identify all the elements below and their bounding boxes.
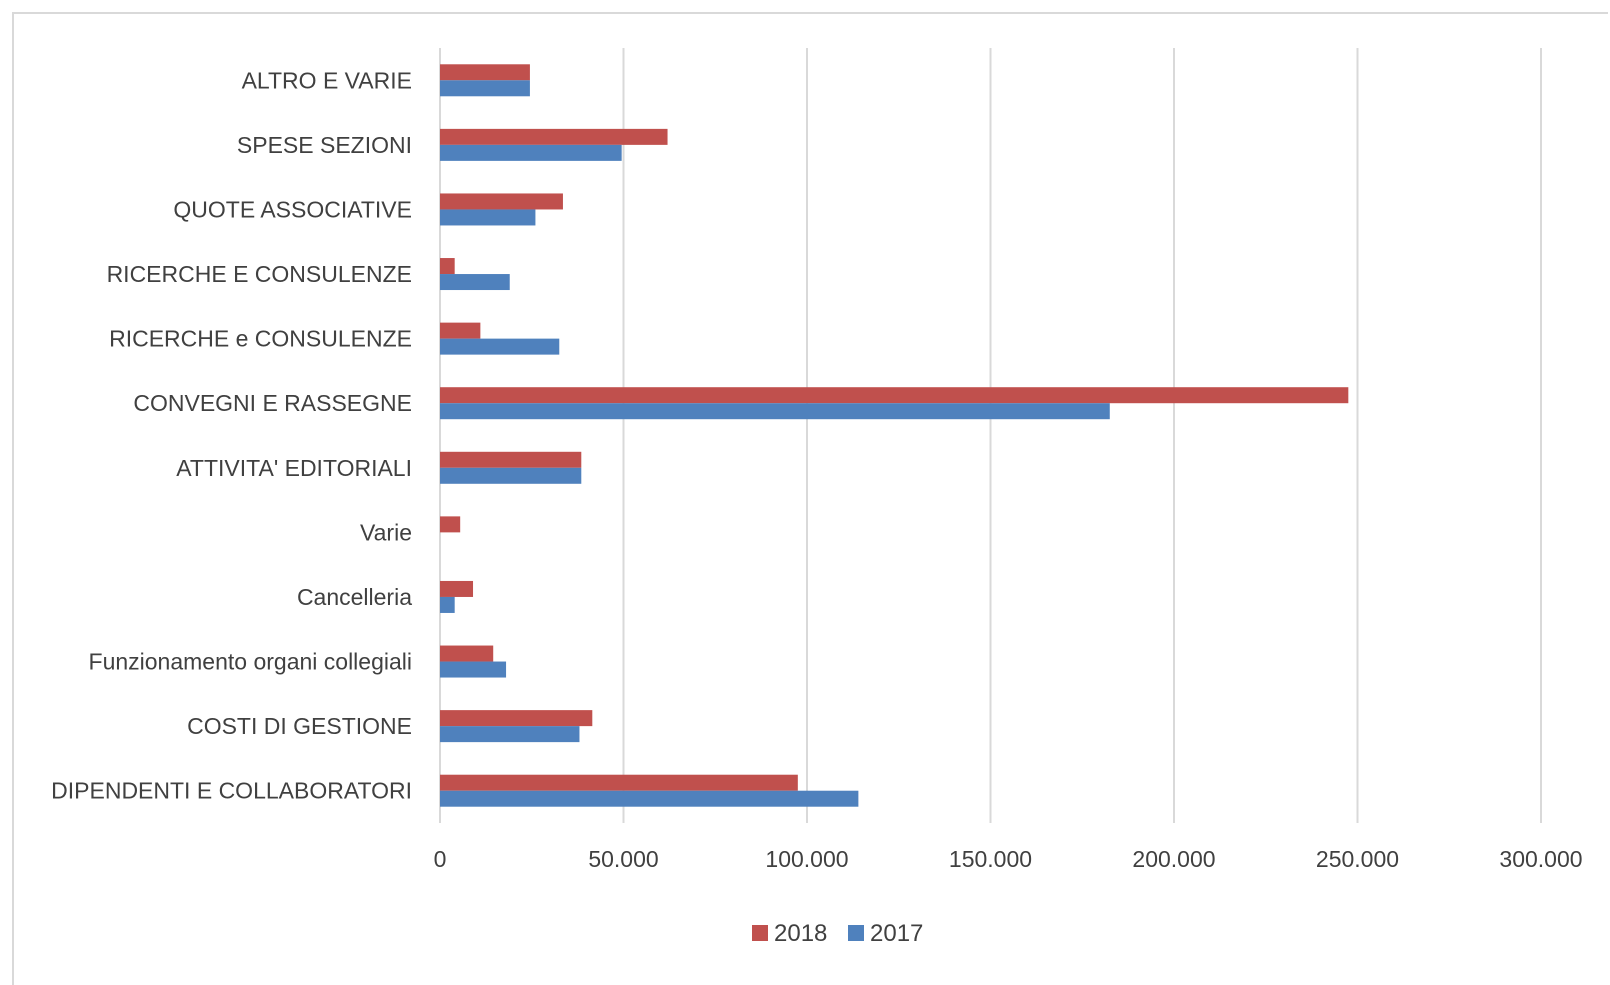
chart-frame bbox=[12, 12, 1608, 985]
bar-2017 bbox=[440, 80, 530, 97]
x-tick-label: 0 bbox=[434, 846, 447, 872]
x-tick-label: 150.000 bbox=[949, 846, 1032, 872]
bar-2017 bbox=[440, 790, 859, 807]
x-tick-label: 50.000 bbox=[588, 846, 658, 872]
bar-2017 bbox=[440, 144, 622, 161]
category-label: Cancelleria bbox=[297, 584, 412, 610]
legend-swatch-2018 bbox=[752, 925, 768, 941]
bar-2018 bbox=[440, 774, 798, 791]
category-label: CONVEGNI E RASSEGNE bbox=[133, 390, 412, 416]
bar-2018 bbox=[440, 516, 461, 533]
category-label: QUOTE ASSOCIATIVE bbox=[173, 196, 412, 222]
category-label: COSTI DI GESTIONE bbox=[187, 713, 412, 739]
category-label: ALTRO E VARIE bbox=[242, 67, 412, 93]
category-label: RICERCHE e CONSULENZE bbox=[109, 326, 412, 352]
bar-2018 bbox=[440, 64, 530, 81]
bar-2017 bbox=[440, 338, 560, 355]
category-label: Varie bbox=[360, 519, 412, 545]
bar-2017 bbox=[440, 209, 536, 226]
bar-2018 bbox=[440, 322, 481, 339]
legend-label: 2018 bbox=[774, 920, 827, 947]
bar-2018 bbox=[440, 258, 455, 275]
category-label: SPESE SEZIONI bbox=[237, 132, 412, 158]
x-tick-label: 250.000 bbox=[1316, 846, 1399, 872]
bar-2018 bbox=[440, 387, 1349, 404]
category-label: DIPENDENTI E COLLABORATORI bbox=[51, 778, 412, 804]
bar-2017 bbox=[440, 467, 582, 484]
bar-2017 bbox=[440, 403, 1110, 420]
legend-label: 2017 bbox=[870, 920, 923, 947]
bar-2018 bbox=[440, 580, 474, 597]
x-tick-label: 300.000 bbox=[1499, 846, 1582, 872]
bar-2017 bbox=[440, 661, 507, 678]
bar-2018 bbox=[440, 193, 563, 210]
legend-swatch-2017 bbox=[848, 925, 864, 941]
bar-2018 bbox=[440, 128, 668, 145]
category-label: RICERCHE E CONSULENZE bbox=[107, 261, 412, 287]
bar-2018 bbox=[440, 645, 494, 662]
bar-2017 bbox=[440, 596, 455, 613]
category-label: Funzionamento organi collegiali bbox=[89, 649, 412, 675]
bar-2018 bbox=[440, 451, 582, 468]
bar-2018 bbox=[440, 710, 593, 727]
bar-2017 bbox=[440, 726, 580, 743]
category-label: ATTIVITA' EDITORIALI bbox=[176, 455, 412, 481]
x-tick-label: 200.000 bbox=[1132, 846, 1215, 872]
x-tick-label: 100.000 bbox=[765, 846, 848, 872]
bar-2017 bbox=[440, 274, 510, 291]
